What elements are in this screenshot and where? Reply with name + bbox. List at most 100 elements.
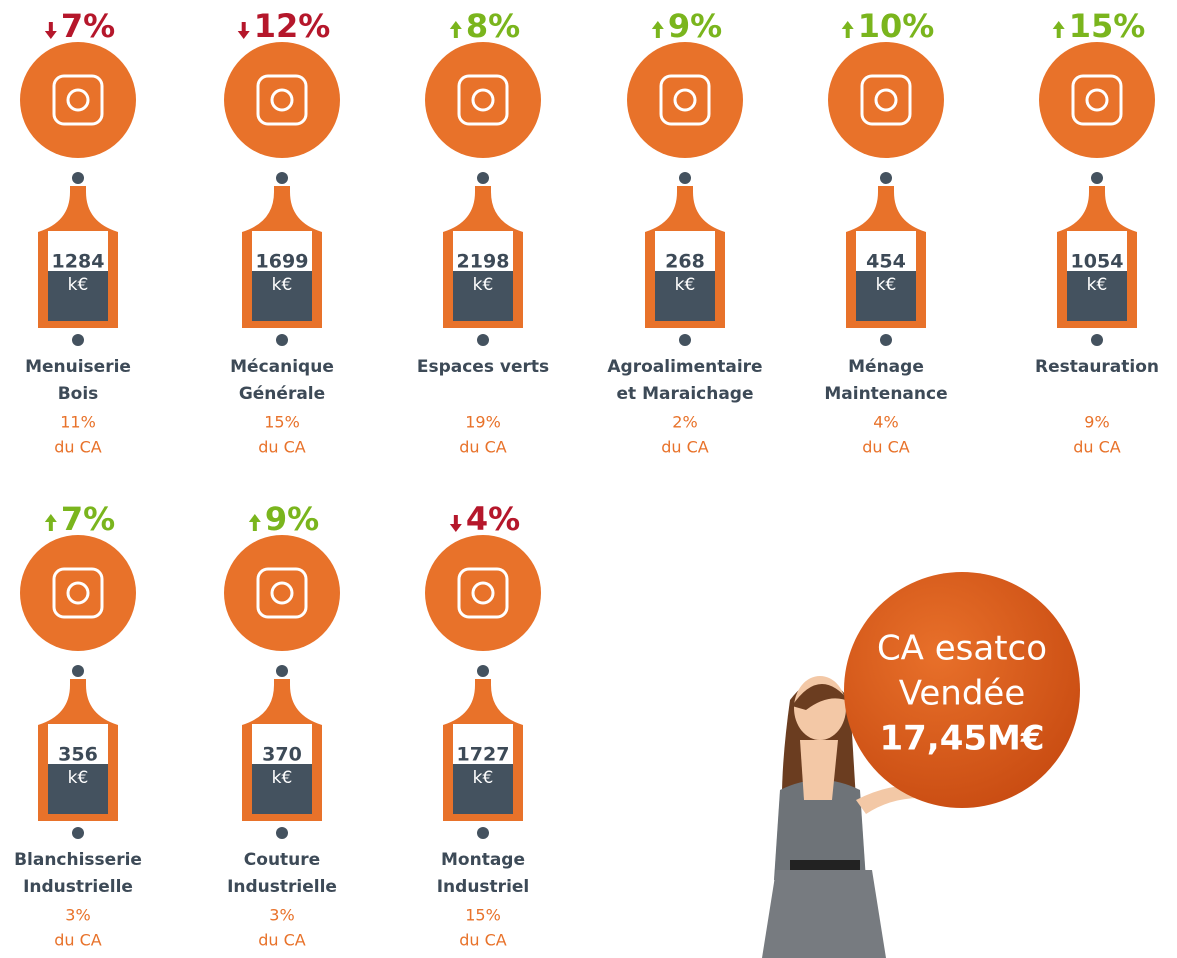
connector-dot xyxy=(477,172,489,184)
woman xyxy=(762,676,926,958)
name: Maintenance xyxy=(824,384,947,404)
name: Industrielle xyxy=(23,877,133,897)
tag-inner xyxy=(252,231,312,271)
name: Restauration xyxy=(1035,357,1159,377)
share-unit: du CA xyxy=(459,931,507,950)
icon xyxy=(1085,88,1109,112)
connector-dot xyxy=(1091,334,1103,346)
share: 19% xyxy=(465,413,501,432)
total-value: 17,45M€ xyxy=(879,719,1044,759)
share: 3% xyxy=(65,906,90,925)
name: Ménage xyxy=(848,357,924,377)
total-circle xyxy=(844,572,1080,808)
arrow xyxy=(248,514,261,531)
value: 356 xyxy=(58,744,98,766)
icon xyxy=(256,567,308,619)
icon xyxy=(256,74,308,126)
arrow xyxy=(841,21,854,38)
change: 12% xyxy=(254,7,331,45)
value: 1284 xyxy=(52,251,105,273)
icon-circle xyxy=(20,42,136,158)
share-unit: du CA xyxy=(258,931,306,950)
change: 7% xyxy=(61,500,115,538)
arrow xyxy=(44,22,57,39)
tag-inner xyxy=(655,271,715,321)
unit: k€ xyxy=(473,768,494,788)
icon-circle xyxy=(224,535,340,651)
unit: k€ xyxy=(272,275,293,295)
icon xyxy=(66,88,90,112)
share: 3% xyxy=(269,906,294,925)
share: 15% xyxy=(465,906,501,925)
icon xyxy=(270,581,294,605)
icon xyxy=(1071,74,1123,126)
connector-dot xyxy=(1091,172,1103,184)
value: 1727 xyxy=(457,744,510,766)
value: 2198 xyxy=(457,251,510,273)
icon xyxy=(471,88,495,112)
arrow xyxy=(1052,21,1065,38)
connector-dot xyxy=(679,334,691,346)
share-unit: du CA xyxy=(661,438,709,457)
connector-dot xyxy=(276,334,288,346)
name: Industriel xyxy=(437,877,530,897)
tag-inner xyxy=(453,764,513,814)
connector-dot xyxy=(477,334,489,346)
connector-dot xyxy=(72,172,84,184)
tag-inner xyxy=(252,724,312,764)
icon xyxy=(270,88,294,112)
connector-dot xyxy=(477,665,489,677)
share-unit: du CA xyxy=(54,438,102,457)
name: Générale xyxy=(239,384,325,404)
name: et Maraichage xyxy=(617,384,754,404)
connector-dot xyxy=(880,172,892,184)
icon-circle xyxy=(224,42,340,158)
name: Agroalimentaire xyxy=(607,357,762,377)
value: 1054 xyxy=(1071,251,1124,273)
name: Couture xyxy=(244,850,320,870)
value: 1699 xyxy=(256,251,309,273)
total-line: Vendée xyxy=(899,674,1026,714)
tag-inner xyxy=(48,724,108,764)
name: Bois xyxy=(58,384,99,404)
unit: k€ xyxy=(68,768,89,788)
tag-inner xyxy=(453,271,513,321)
name: Espaces verts xyxy=(417,357,549,377)
tag-inner xyxy=(48,231,108,271)
share: 9% xyxy=(1084,413,1109,432)
share: 15% xyxy=(264,413,300,432)
icon xyxy=(471,581,495,605)
share-unit: du CA xyxy=(1073,438,1121,457)
tag-inner xyxy=(453,724,513,764)
name: Industrielle xyxy=(227,877,337,897)
change: 8% xyxy=(466,7,520,45)
connector-dot xyxy=(880,334,892,346)
connector-dot xyxy=(72,827,84,839)
icon-circle xyxy=(1039,42,1155,158)
name: Menuiserie xyxy=(25,357,131,377)
icon xyxy=(659,74,711,126)
tag-inner xyxy=(48,271,108,321)
share-unit: du CA xyxy=(54,931,102,950)
tag-inner xyxy=(252,271,312,321)
connector-dot xyxy=(72,665,84,677)
icon xyxy=(860,74,912,126)
tag-inner xyxy=(48,764,108,814)
share: 2% xyxy=(672,413,697,432)
name: Blanchisserie xyxy=(14,850,142,870)
value: 268 xyxy=(665,251,705,273)
total-line: CA esatco xyxy=(877,629,1047,669)
tag-inner xyxy=(856,271,916,321)
arrow xyxy=(44,514,57,531)
connector-dot xyxy=(72,334,84,346)
tag-inner xyxy=(1067,271,1127,321)
tag-inner xyxy=(856,231,916,271)
change: 9% xyxy=(265,500,319,538)
arrow xyxy=(651,21,664,38)
connector-dot xyxy=(276,827,288,839)
connector-dot xyxy=(679,172,691,184)
connector-dot xyxy=(276,665,288,677)
name: Mécanique xyxy=(230,357,334,377)
share: 11% xyxy=(60,413,96,432)
unit: k€ xyxy=(1087,275,1108,295)
